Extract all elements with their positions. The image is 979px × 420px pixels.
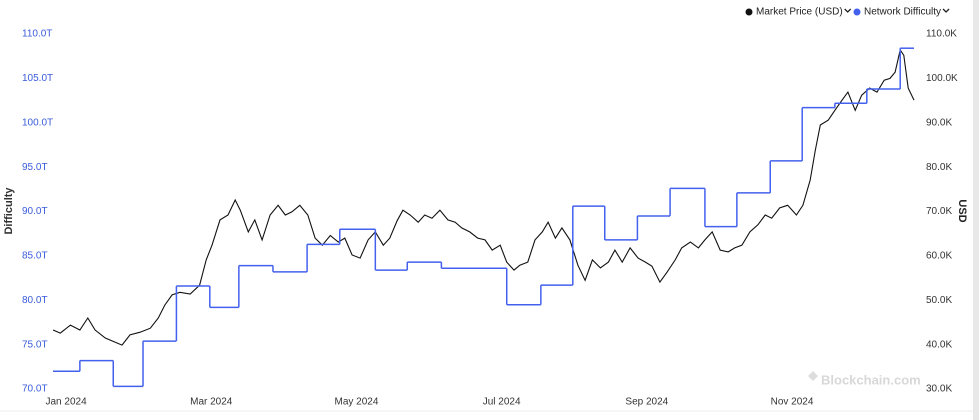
legend-chevron <box>942 8 950 13</box>
x-tick-label: Mar 2024 <box>190 397 233 408</box>
y2-tick-label: 80.0K <box>926 162 952 173</box>
legend-label: Market Price (USD) <box>756 7 843 18</box>
watermark: Blockchain.com <box>808 371 921 387</box>
y-tick-label: 100.0T <box>22 117 53 128</box>
scrollbar <box>973 0 979 420</box>
price-line <box>52 48 915 346</box>
y2-tick-label: 110.0K <box>926 29 957 40</box>
y2-tick-label: 40.0K <box>926 339 952 350</box>
x-tick-label: Jul 2024 <box>483 397 521 408</box>
y-tick-label: 110.0T <box>22 29 52 40</box>
legend-dot <box>853 8 861 16</box>
legend-item[interactable]: Market Price (USD) <box>745 7 852 18</box>
x-tick-label: Jan 2024 <box>45 397 87 408</box>
y-tick-label: 90.0T <box>22 206 48 217</box>
legend-label: Network Difficulty <box>864 7 941 18</box>
y2-tick-label: 90.0K <box>926 117 952 128</box>
legend-item[interactable]: Network Difficulty <box>853 7 950 18</box>
y2-tick-label: 100.0K <box>926 73 958 84</box>
watermark-logo <box>808 371 818 381</box>
y-tick-label: 105.0T <box>22 73 53 84</box>
y-tick-label: 95.0T <box>22 162 48 173</box>
y2-axis-title: USD <box>956 199 968 222</box>
y2-tick-label: 70.0K <box>926 206 952 217</box>
y2-tick-label: 50.0K <box>926 295 952 306</box>
legend-dot <box>745 8 753 16</box>
y-tick-label: 75.0T <box>22 339 48 350</box>
y-tick-label: 70.0T <box>22 384 48 395</box>
watermark-text: Blockchain.com <box>821 372 921 387</box>
y-axis-title: Difficulty <box>3 187 15 235</box>
x-tick-label: Nov 2024 <box>771 397 814 408</box>
legend-chevron <box>844 8 852 13</box>
y-tick-label: 80.0T <box>22 295 48 306</box>
x-tick-label: May 2024 <box>334 397 378 408</box>
y-tick-label: 85.0T <box>22 251 48 262</box>
y2-tick-label: 60.0K <box>926 251 952 262</box>
y2-tick-label: 30.0K <box>926 384 952 395</box>
x-tick-label: Sep 2024 <box>625 397 668 408</box>
legend: Market Price (USD) Network Difficulty <box>745 7 950 18</box>
